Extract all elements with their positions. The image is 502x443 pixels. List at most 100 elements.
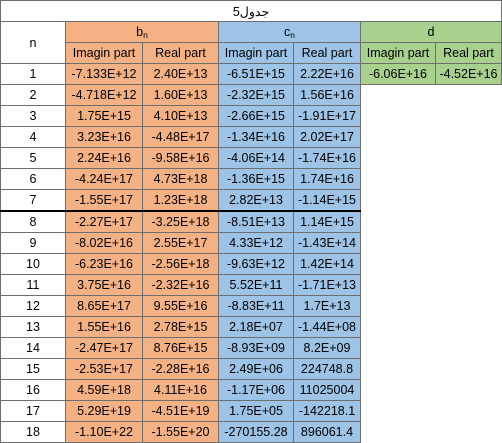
empty-cell: [360, 400, 502, 422]
cell-cn-real: 11025004: [293, 379, 361, 401]
table-row: 10 -6.23E+16 -2.56E+18 -9.63E+12 1.42E+14: [0, 253, 502, 275]
cell-bn-real: -1.55E+20: [142, 421, 219, 443]
cell-cn-imag: -2.66E+15: [218, 105, 294, 127]
cell-cn-imag: 1.75E+05: [218, 400, 294, 422]
table-row: 1 -7.133E+12 2.40E+13 -6.51E+15 2.22E+16 -6.0…: [0, 63, 502, 85]
d-group-header: d: [360, 21, 502, 43]
cell-cn-imag: -8.83E+11: [218, 295, 294, 317]
cell-bn-imag: -8.02E+16: [65, 232, 143, 254]
cell-bn-imag: 1.55E+16: [65, 316, 143, 338]
cell-n: 5: [0, 147, 66, 169]
cell-cn-imag: -270155.28: [218, 421, 294, 443]
table-row: 3 1.75E+15 4.10E+13 -2.66E+15 -1.91E+17: [0, 105, 502, 127]
cell-n: 11: [0, 274, 66, 296]
table-row: 12 8.65E+17 9.55E+16 -8.83E+11 1.7E+13: [0, 295, 502, 317]
cell-bn-imag: 2.24E+16: [65, 147, 143, 169]
table-row: 2 -4.718E+12 1.60E+13 -2.32E+15 1.56E+16: [0, 84, 502, 106]
cell-d-imag: -6.06E+16: [360, 63, 436, 85]
cell-bn-imag: 5.29E+19: [65, 400, 143, 422]
cell-cn-imag: 4.33E+12: [218, 232, 294, 254]
table-row: 15 -2.53E+17 -2.28E+16 2.49E+06 224748.8: [0, 358, 502, 380]
cell-cn-imag: -4.06E+14: [218, 147, 294, 169]
empty-cell: [360, 421, 502, 443]
cell-bn-imag: 1.75E+15: [65, 105, 143, 127]
empty-cell: [360, 168, 502, 190]
d-real-header: Real part: [435, 42, 502, 64]
table-row: 16 4.59E+18 4.11E+16 -1.17E+06 11025004: [0, 379, 502, 401]
cell-cn-imag: -1.34E+16: [218, 126, 294, 148]
bn-real-header: Real part: [142, 42, 219, 64]
empty-cell: [360, 189, 502, 211]
cell-bn-imag: -2.47E+17: [65, 337, 143, 359]
cell-bn-real: 4.11E+16: [142, 379, 219, 401]
empty-cell: [360, 274, 502, 296]
cell-bn-imag: -2.53E+17: [65, 358, 143, 380]
table-title: جدول5: [0, 0, 502, 22]
cell-cn-real: -1.71E+13: [293, 274, 361, 296]
empty-cell: [360, 126, 502, 148]
cell-bn-imag: -4.718E+12: [65, 84, 143, 106]
cn-real-header: Real part: [293, 42, 361, 64]
cell-n: 8: [0, 210, 66, 233]
bn-group-header: bn: [65, 21, 219, 43]
cell-cn-imag: -8.51E+13: [218, 210, 294, 233]
cell-cn-imag: 2.82E+13: [218, 189, 294, 212]
cell-n: 9: [0, 232, 66, 254]
cell-bn-real: 4.10E+13: [142, 105, 219, 127]
cell-bn-real: 1.60E+13: [142, 84, 219, 106]
cell-bn-real: -4.51E+19: [142, 400, 219, 422]
table-row: 5 2.24E+16 -9.58E+16 -4.06E+14 -1.74E+16: [0, 147, 502, 169]
cell-cn-real: 2.02E+17: [293, 126, 361, 148]
cell-cn-real: 1.14E+15: [293, 210, 361, 233]
cell-bn-real: -3.25E+18: [142, 210, 219, 233]
cell-cn-real: -1.74E+16: [293, 147, 361, 169]
table-row: 9 -8.02E+16 2.55E+17 4.33E+12 -1.43E+14: [0, 232, 502, 254]
cell-bn-real: 4.73E+18: [142, 168, 219, 190]
cell-n: 16: [0, 379, 66, 401]
cell-n: 17: [0, 400, 66, 422]
cell-bn-real: 8.76E+15: [142, 337, 219, 359]
cell-cn-real: -142218.1: [293, 400, 361, 422]
empty-cell: [360, 253, 502, 275]
cell-cn-imag: -1.36E+15: [218, 168, 294, 190]
cell-bn-imag: -4.24E+17: [65, 168, 143, 190]
cell-bn-real: -2.56E+18: [142, 253, 219, 275]
empty-cell: [360, 316, 502, 338]
cell-cn-real: -1.91E+17: [293, 105, 361, 127]
table-row: 18 -1.10E+22 -1.55E+20 -270155.28 896061.4: [0, 421, 502, 443]
cell-n: 4: [0, 126, 66, 148]
cn-imag-header: Imagin part: [218, 42, 294, 64]
cell-n: 2: [0, 84, 66, 106]
cell-bn-real: 9.55E+16: [142, 295, 219, 317]
cell-n: 10: [0, 253, 66, 275]
cell-cn-real: 224748.8: [293, 358, 361, 380]
empty-cell: [360, 379, 502, 401]
cell-bn-real: 2.55E+17: [142, 232, 219, 254]
cell-cn-imag: -2.32E+15: [218, 84, 294, 106]
cell-bn-imag: -7.133E+12: [65, 63, 143, 85]
cell-cn-real: 1.42E+14: [293, 253, 361, 275]
cell-bn-imag: -1.10E+22: [65, 421, 143, 443]
cell-n: 1: [0, 63, 66, 85]
cell-n: 15: [0, 358, 66, 380]
cell-bn-real: 2.78E+15: [142, 316, 219, 338]
empty-cell: [360, 211, 502, 233]
cell-n: 6: [0, 168, 66, 190]
empty-cell: [360, 84, 502, 106]
cell-bn-imag: 3.23E+16: [65, 126, 143, 148]
cell-bn-imag: 4.59E+18: [65, 379, 143, 401]
cell-bn-imag: 3.75E+16: [65, 274, 143, 296]
cell-cn-real: 1.74E+16: [293, 168, 361, 190]
cell-bn-real: -2.28E+16: [142, 358, 219, 380]
table-row: 8 -2.27E+17 -3.25E+18 -8.51E+13 1.14E+15: [0, 210, 502, 233]
table-row: 14 -2.47E+17 8.76E+15 -8.93E+09 8.2E+09: [0, 337, 502, 359]
empty-cell: [360, 358, 502, 380]
cell-cn-real: -1.14E+15: [293, 189, 361, 212]
cell-cn-real: 8.2E+09: [293, 337, 361, 359]
empty-cell: [360, 337, 502, 359]
cell-cn-imag: 2.49E+06: [218, 358, 294, 380]
cell-cn-real: 2.22E+16: [293, 63, 361, 85]
cell-cn-imag: -8.93E+09: [218, 337, 294, 359]
cell-n: 14: [0, 337, 66, 359]
